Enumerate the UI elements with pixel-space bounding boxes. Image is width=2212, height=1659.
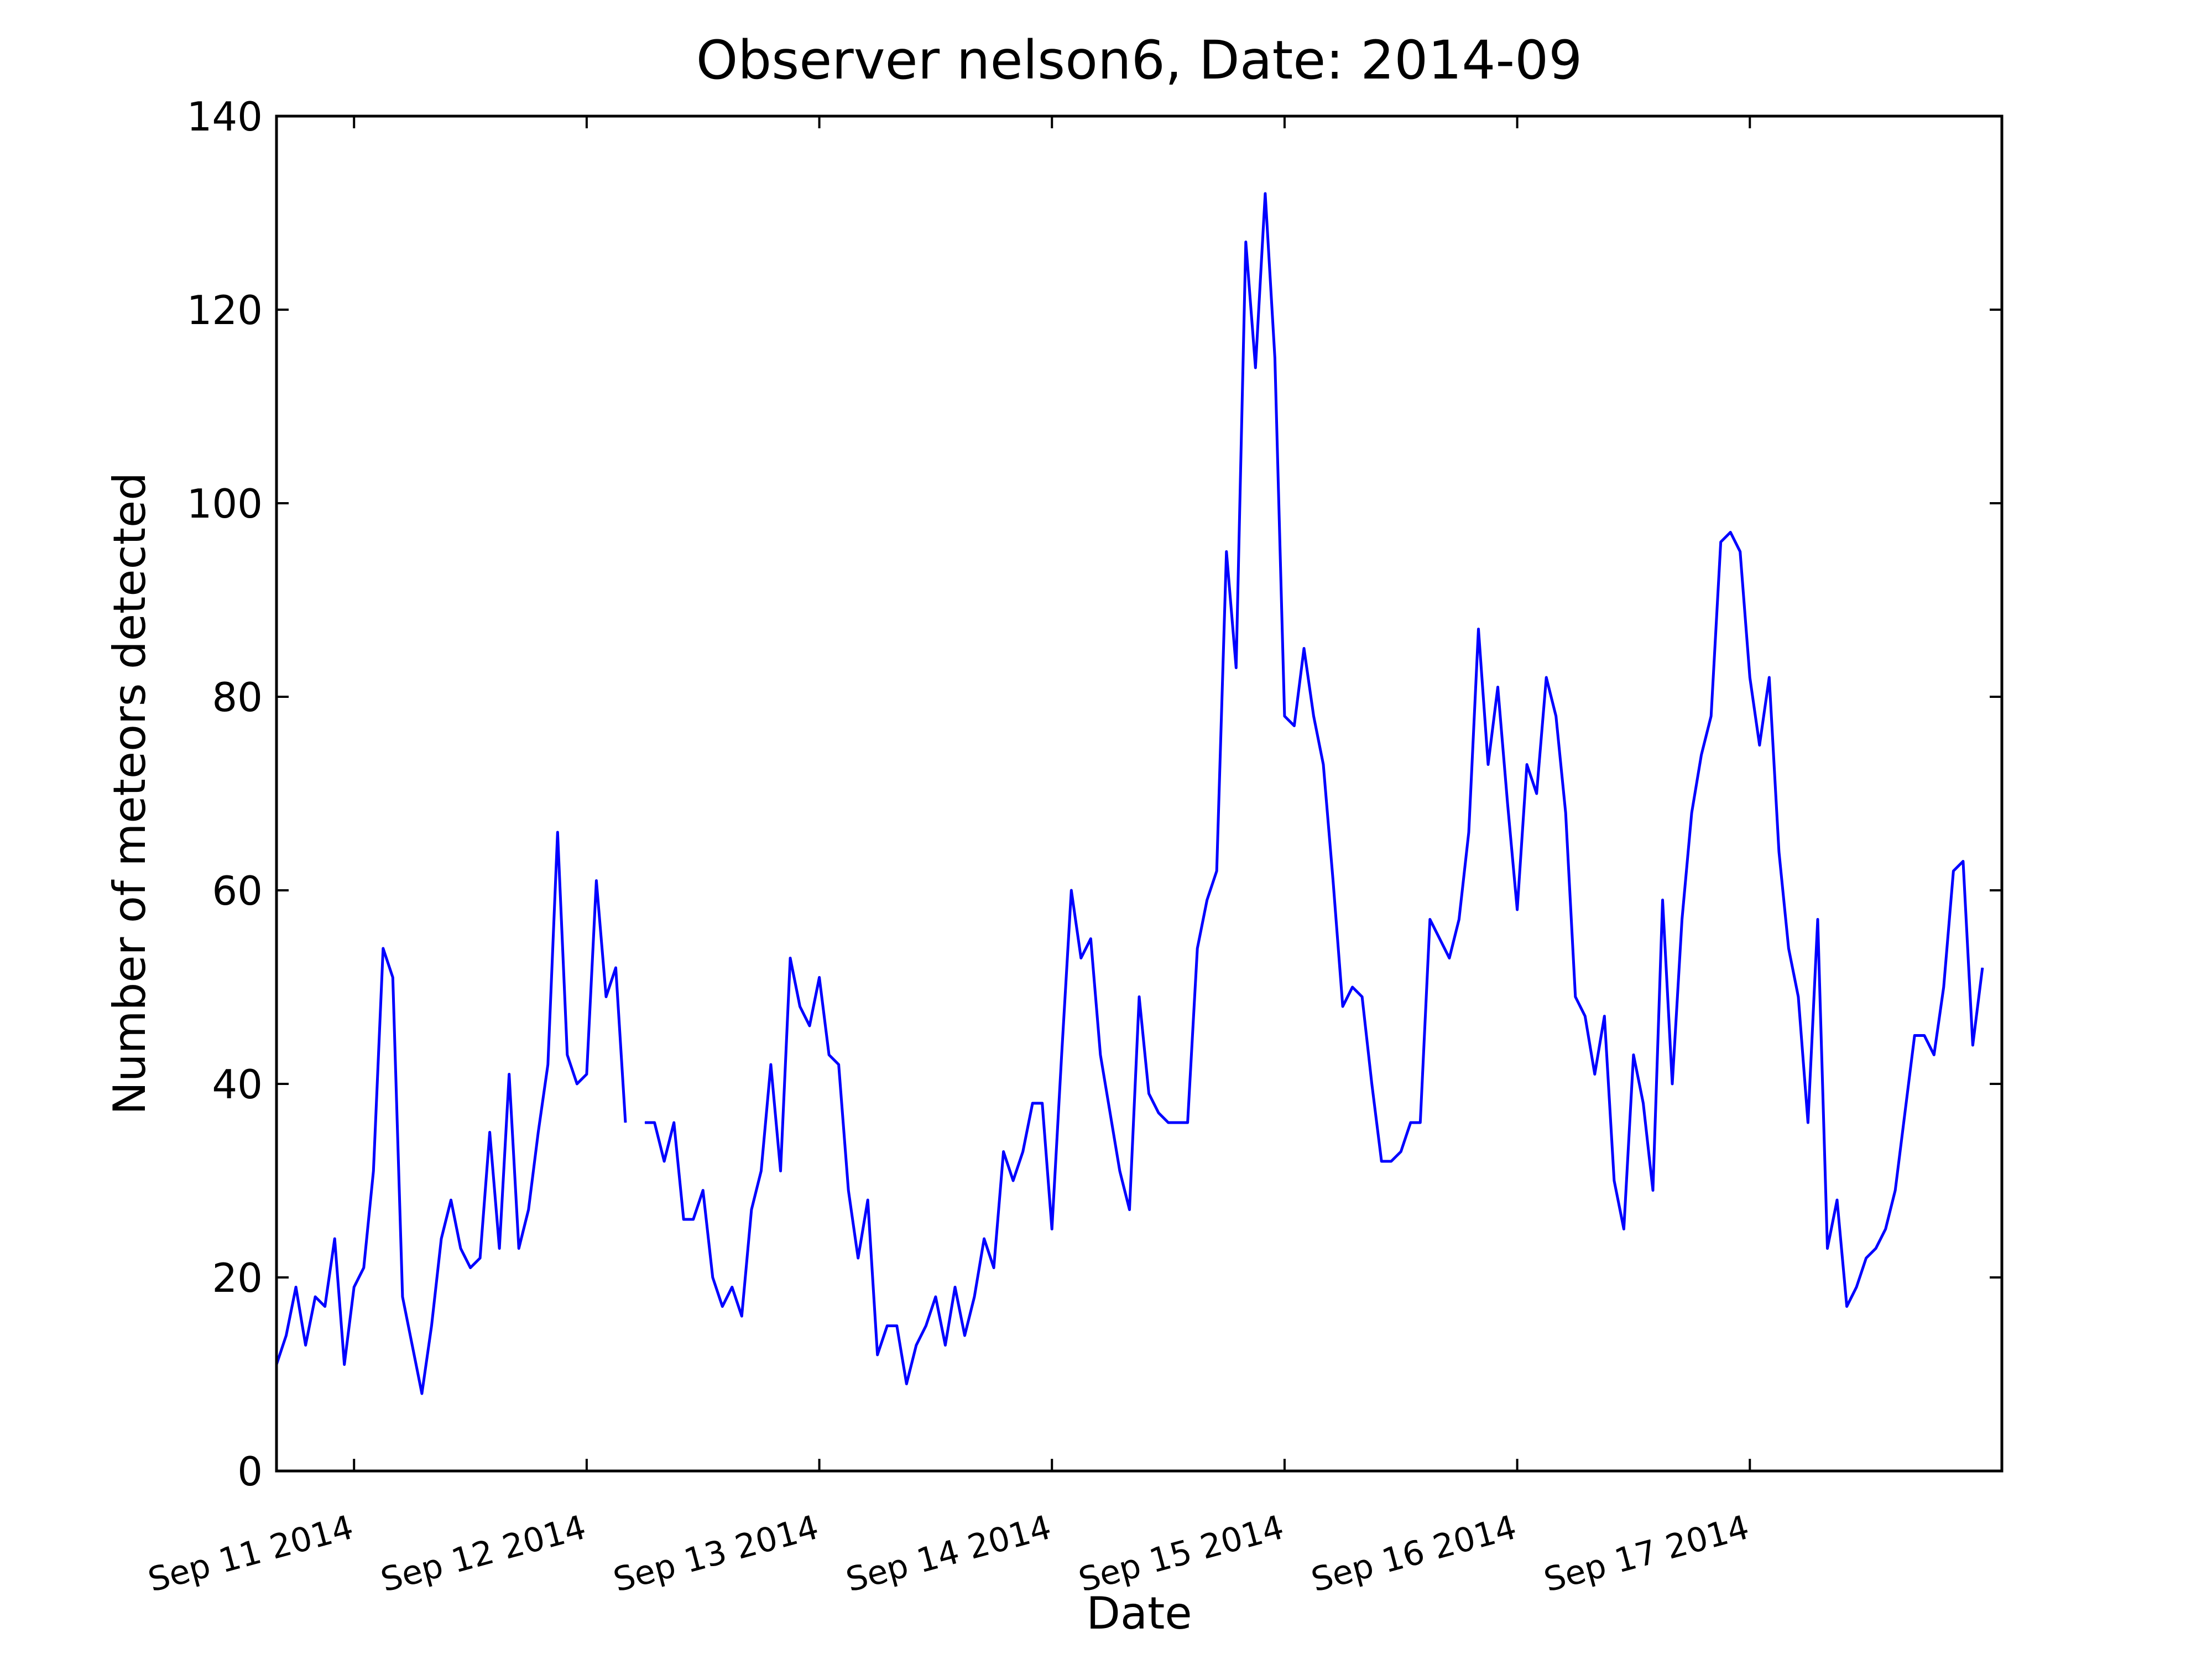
- data-point: [1914, 1035, 1915, 1036]
- data-point: [1129, 1209, 1130, 1210]
- x-axis-label: Date: [1086, 1588, 1192, 1639]
- data-point: [538, 1132, 539, 1133]
- data-point: [819, 977, 820, 978]
- data-point: [1710, 716, 1712, 717]
- data-point: [1313, 716, 1314, 717]
- data-point: [1323, 764, 1324, 765]
- data-point: [1235, 667, 1237, 668]
- y-tick-label: 80: [212, 674, 263, 721]
- data-point: [344, 1364, 345, 1365]
- data-point: [722, 1306, 723, 1307]
- data-point: [1837, 1199, 1838, 1201]
- data-point: [712, 1277, 713, 1278]
- data-point: [1303, 648, 1305, 649]
- data-point: [664, 1161, 665, 1162]
- data-point: [1895, 1190, 1896, 1191]
- data-point: [1284, 716, 1285, 717]
- chart-title: Observer nelson6, Date: 2014-09: [696, 29, 1583, 91]
- data-point: [1768, 677, 1770, 678]
- data-point: [1381, 1161, 1382, 1162]
- data-point: [848, 1190, 849, 1191]
- data-point: [1546, 677, 1547, 678]
- y-tick-label: 60: [212, 868, 263, 914]
- y-tick-label: 0: [237, 1448, 263, 1495]
- data-point: [1003, 1151, 1004, 1152]
- data-point: [557, 832, 558, 833]
- data-point: [1032, 1103, 1033, 1104]
- data-point: [1197, 948, 1198, 949]
- data-point: [1226, 551, 1227, 552]
- data-point: [489, 1132, 491, 1133]
- data-point: [528, 1209, 529, 1210]
- y-tick-label: 20: [212, 1255, 263, 1301]
- data-point: [1827, 1248, 1828, 1249]
- data-point: [1953, 870, 1954, 872]
- data-point: [470, 1267, 471, 1268]
- data-point: [1468, 832, 1469, 833]
- data-point: [1788, 948, 1789, 949]
- data-point: [499, 1248, 500, 1249]
- y-axis-label: Number of meteors detected: [104, 472, 155, 1115]
- y-axis-ticks: 0 20 40 60 80 100 120 140: [187, 93, 2002, 1495]
- y-tick-label: 140: [187, 93, 263, 140]
- series-line: [275, 192, 1984, 1395]
- data-point: [1352, 987, 1353, 988]
- data-point: [1488, 764, 1489, 765]
- data-point: [1652, 1190, 1653, 1191]
- y-tick-label: 40: [212, 1061, 263, 1108]
- data-point: [479, 1258, 481, 1259]
- data-point: [1022, 1151, 1024, 1152]
- data-point: [1642, 1103, 1644, 1104]
- data-point: [1439, 938, 1440, 939]
- data-point: [1943, 987, 1944, 988]
- data-point: [964, 1335, 965, 1336]
- data-point: [363, 1267, 364, 1268]
- data-point: [1846, 1306, 1848, 1307]
- y-tick-label: 100: [187, 481, 263, 527]
- data-point: [751, 1209, 752, 1210]
- data-point: [1730, 532, 1731, 533]
- data-point: [1071, 890, 1072, 891]
- data-point: [596, 880, 597, 881]
- data-point: [1817, 919, 1818, 920]
- data-point: [1507, 803, 1508, 804]
- plot-frame: [275, 114, 2004, 1473]
- y-tick-label: 120: [187, 287, 263, 333]
